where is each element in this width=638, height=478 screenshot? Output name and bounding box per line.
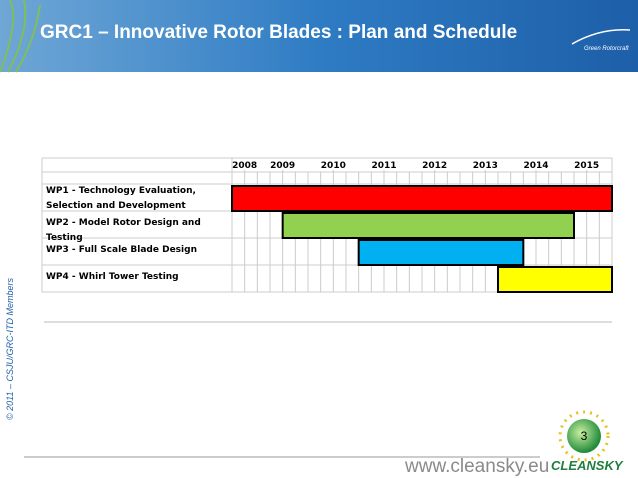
x-tick-label: 2009: [270, 161, 295, 171]
logo-globe: [567, 419, 601, 453]
task-bar: [497, 266, 613, 293]
website: www.cleansky.eu: [404, 456, 549, 477]
task-bar: [231, 185, 613, 212]
task-bar: [281, 212, 575, 239]
task-label: WP1 - Technology Evaluation, Selection a…: [46, 186, 196, 211]
x-tick-label: 2012: [422, 161, 447, 171]
task-label: WP4 - Whirl Tower Testing: [46, 272, 179, 282]
x-tick-label: 2014: [523, 161, 548, 171]
brand: CLEANSKY: [551, 458, 624, 473]
x-tick-label: 2008: [232, 161, 257, 171]
x-tick-label: 2013: [473, 161, 498, 171]
x-tick-label: 2015: [574, 161, 599, 171]
x-tick-label: 2011: [371, 161, 396, 171]
page-number: 3: [581, 429, 588, 443]
side-note: © 2011 – CSJU/GRC-ITD Members: [5, 278, 15, 420]
task-bar: [357, 239, 525, 266]
logo-swoosh: [571, 29, 631, 45]
x-tick-label: 2010: [321, 161, 346, 171]
grass-decoration: [0, 0, 41, 73]
logo-stars: [558, 410, 610, 462]
logo-text: Green Rotorcraft: [584, 46, 629, 52]
task-label: WP3 - Full Scale Blade Design: [46, 245, 197, 255]
task-label: WP2 - Model Rotor Design and Testing: [46, 218, 201, 243]
slide-title: GRC1 – Innovative Rotor Blades : Plan an…: [40, 22, 517, 43]
header-band: [0, 0, 638, 72]
